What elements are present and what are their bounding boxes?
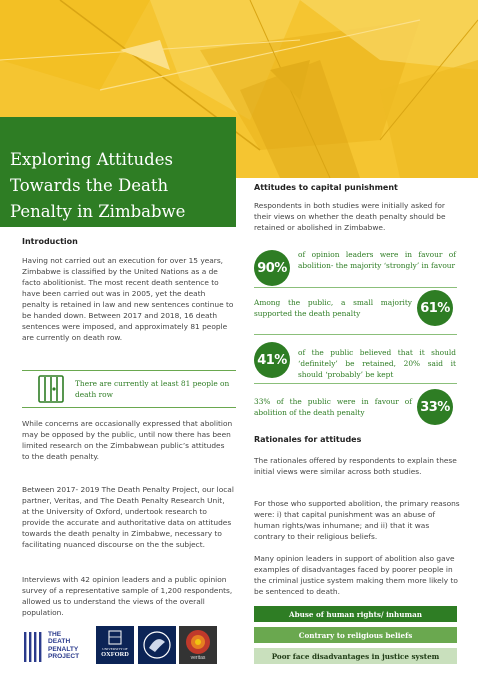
rationales-paragraph-2: For those who supported abolition, the p…	[254, 499, 460, 541]
jail-icon	[38, 375, 64, 408]
title-box: Exploring Attitudes Towards the Death Pe…	[0, 117, 236, 227]
research-unit-logo	[138, 626, 176, 664]
logo-text-project: PROJECT	[48, 653, 80, 661]
stat-badge-abolition: 33%	[417, 389, 453, 425]
logo-text-the: THE	[48, 631, 62, 638]
callout-top-rule	[22, 370, 236, 371]
stat-divider	[254, 383, 457, 384]
intro-paragraph-3: Between 2017- 2019 The Death Penalty Pro…	[22, 485, 234, 549]
stat-badge-definitely-retain: 41%	[254, 342, 290, 378]
callout-bottom-rule	[22, 407, 236, 408]
page-title: Exploring Attitudes Towards the Death Pe…	[10, 150, 186, 221]
stat-text-public-support: Among the public, a small majority suppo…	[254, 298, 412, 318]
death-penalty-project-logo: THE DEATH PENALTY PROJECT	[22, 626, 94, 666]
stat-text-abolition: 33% of the public were in favour of abol…	[254, 397, 412, 417]
rationales-heading: Rationales for attitudes	[254, 435, 362, 444]
logo-text-death: DEATH	[48, 638, 71, 646]
callout-text: There are currently at least 81 people o…	[75, 379, 230, 399]
intro-heading: Introduction	[22, 237, 78, 246]
rationales-paragraph-3: Many opinion leaders in support of aboli…	[254, 554, 458, 596]
oxford-logo: UNIVERSITY OF OXFORD	[96, 626, 134, 664]
header-image	[0, 0, 478, 178]
stat-divider	[254, 334, 457, 335]
rationale-bar-religious: Contrary to religious beliefs	[254, 627, 457, 643]
oxford-logo-title: OXFORD	[101, 651, 129, 658]
stat-text-opinion-leaders: of opinion leaders were in favour of abo…	[298, 250, 456, 270]
rationale-bar-poor-disadvantages: Poor face disadvantages in justice syste…	[254, 648, 457, 664]
stat-badge-public-support: 61%	[417, 290, 453, 326]
intro-paragraph-4: Interviews with 42 opinion leaders and a…	[22, 575, 233, 617]
stat-badge-opinion-leaders: 90%	[254, 250, 290, 286]
rationales-paragraph-1: The rationales offered by respondents to…	[254, 456, 457, 476]
rationale-bar-human-rights: Abuse of human rights/ inhuman	[254, 606, 457, 622]
logo-text-penalty: PENALTY	[48, 645, 79, 653]
intro-paragraph-2: While concerns are occasionally expresse…	[22, 419, 233, 461]
stat-text-definitely-retain: of the public believed that it should ‘d…	[298, 348, 456, 379]
veritas-logo-text: veritas	[190, 655, 206, 661]
death-row-callout: There are currently at least 81 people o…	[22, 370, 236, 408]
veritas-logo: veritas	[179, 626, 217, 664]
attitudes-heading: Attitudes to capital punishment	[254, 183, 398, 192]
attitudes-intro: Respondents in both studies were initial…	[254, 201, 446, 232]
oxford-logo-subtitle: UNIVERSITY OF	[102, 647, 128, 651]
stat-divider	[254, 287, 457, 288]
intro-paragraph-1: Having not carried out an execution for …	[22, 256, 234, 342]
